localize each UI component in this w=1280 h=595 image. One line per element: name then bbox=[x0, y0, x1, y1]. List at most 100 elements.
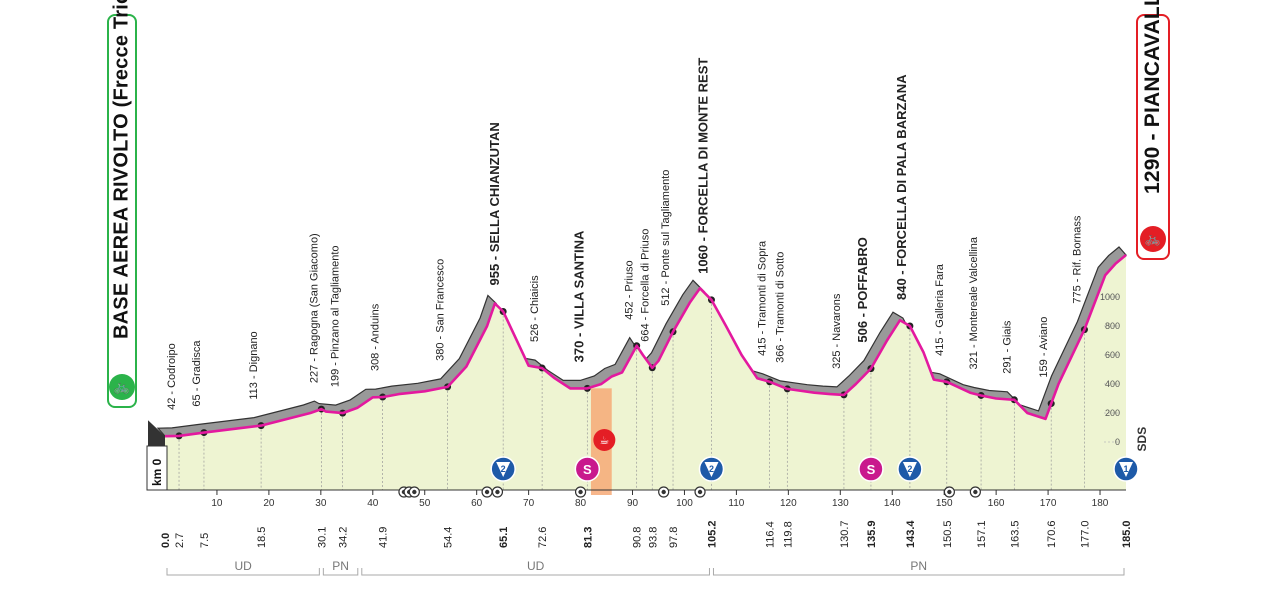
place-label: 1060 - FORCELLA DI MONTE REST bbox=[695, 58, 710, 274]
x-tick-label: 130 bbox=[832, 498, 849, 509]
start-cyclist-icon: 🚲 bbox=[109, 374, 135, 400]
region-label: UD bbox=[234, 559, 252, 573]
tunnel-icon-core bbox=[495, 489, 500, 495]
place-label: 42 - Codroipo bbox=[166, 343, 178, 410]
place-label: 506 - POFFABRO bbox=[855, 237, 870, 342]
km-label: 90.8 bbox=[632, 527, 644, 548]
region-bracket bbox=[361, 568, 710, 576]
tunnel-icon-core bbox=[661, 489, 666, 495]
sprint-badge-letter: S bbox=[583, 462, 592, 477]
x-tick-label: 120 bbox=[780, 498, 797, 509]
feed-zone-glyph: ☕ bbox=[599, 434, 609, 447]
elevation-tick-label: 800 bbox=[1105, 321, 1120, 331]
region-label: UD bbox=[526, 559, 545, 573]
km-label: 157.1 bbox=[976, 520, 988, 548]
elevation-tick-label: 400 bbox=[1105, 379, 1120, 389]
x-tick-label: 150 bbox=[936, 498, 953, 509]
km-label: 81.3 bbox=[582, 527, 594, 548]
gpm-badge-number: 1 bbox=[1123, 464, 1128, 474]
place-label: 370 - VILLA SANTINA bbox=[571, 230, 586, 362]
place-label: 775 - Rif. Bornass bbox=[1071, 215, 1083, 304]
x-tick-label: 20 bbox=[263, 498, 275, 509]
gpm-badge-number: 2 bbox=[709, 464, 714, 474]
sprint-badge-letter: S bbox=[867, 462, 876, 477]
place-label: 664 - Forcella di Priuso bbox=[639, 229, 651, 342]
km-label: 72.6 bbox=[537, 527, 549, 548]
place-label: 512 - Ponte sul Tagliamento bbox=[660, 170, 672, 306]
km-label: 34.2 bbox=[338, 527, 350, 548]
elevation-tick-label: 200 bbox=[1105, 408, 1120, 418]
elevation-tick-label: 0 bbox=[1115, 437, 1120, 447]
gpm-badge-shape bbox=[1119, 462, 1133, 477]
km-label: 65.1 bbox=[498, 527, 510, 548]
km-label: 18.5 bbox=[256, 527, 268, 548]
place-label: 227 - Ragogna (San Giacomo) bbox=[308, 233, 320, 383]
place-label: 159 - Aviano bbox=[1038, 317, 1050, 378]
km-label: 119.8 bbox=[782, 521, 794, 548]
place-label: 308 - Anduins bbox=[370, 303, 382, 371]
elevation-tick-label: 600 bbox=[1105, 350, 1120, 360]
x-tick-label: 40 bbox=[367, 498, 379, 509]
road-line bbox=[164, 253, 1127, 438]
place-label: 199 - Pinzano al Tagliamento bbox=[330, 245, 342, 387]
x-tick-label: 10 bbox=[211, 498, 223, 509]
tunnel-icon-core bbox=[484, 489, 490, 495]
place-label: 113 - Dignano bbox=[248, 331, 260, 399]
x-tick-label: 170 bbox=[1040, 498, 1057, 509]
x-tick-label: 160 bbox=[988, 498, 1005, 509]
place-label: 366 - Tramonti di Sotto bbox=[774, 252, 786, 363]
tunnel-icon-core bbox=[412, 489, 417, 495]
km-label: 163.5 bbox=[1009, 520, 1021, 548]
gpm-badge-number: 2 bbox=[501, 464, 506, 474]
x-tick-label: 180 bbox=[1092, 498, 1109, 509]
km0-box bbox=[146, 445, 168, 491]
km-label: 135.9 bbox=[866, 520, 878, 548]
region-bracket bbox=[712, 568, 1125, 576]
place-label: 65 - Gradisca bbox=[191, 340, 203, 407]
place-label: 321 - Montereale Valcellina bbox=[968, 236, 980, 369]
x-tick-label: 100 bbox=[676, 498, 693, 509]
region-label: PN bbox=[332, 559, 349, 573]
place-label: 955 - SELLA CHIANZUTAN bbox=[487, 122, 502, 285]
x-tick-label: 60 bbox=[471, 498, 483, 509]
km-label: 54.4 bbox=[443, 527, 455, 548]
gpm-badge-shape bbox=[704, 462, 719, 477]
finish-cyclist-icon: 🚲 bbox=[1140, 226, 1166, 252]
km-label: 97.8 bbox=[668, 527, 680, 548]
region-bracket bbox=[166, 568, 320, 576]
km-label: 185.0 bbox=[1121, 520, 1133, 548]
gpm-badge-shape bbox=[902, 462, 917, 477]
finish-badge: 1290 - PIANCAVALLO 🚲 bbox=[1136, 0, 1170, 260]
x-tick-label: 110 bbox=[728, 498, 744, 509]
km-label: 130.7 bbox=[839, 520, 851, 548]
km-label: 2.7 bbox=[174, 533, 186, 548]
place-label: 452 - Priuso bbox=[624, 260, 636, 319]
km-label: 30.1 bbox=[316, 527, 328, 548]
x-tick-label: 90 bbox=[627, 498, 639, 509]
x-tick-label: 70 bbox=[523, 498, 535, 509]
finish-label: 1290 - PIANCAVALLO bbox=[1141, 0, 1164, 194]
sprint-badge bbox=[574, 456, 601, 482]
elevation-tick-label: 1000 bbox=[1100, 292, 1120, 302]
km-label: 116.4 bbox=[765, 521, 777, 548]
place-label: 526 - Chiaicis bbox=[529, 275, 541, 342]
place-label: 415 - Galleria Fara bbox=[934, 263, 946, 356]
feed-zone-icon bbox=[593, 429, 616, 451]
place-label: 415 - Tramonti di Sopra bbox=[757, 240, 769, 356]
km-label: 93.8 bbox=[647, 527, 659, 548]
start-badge: BASE AEREA RIVOLTO (Frecce Tricolori) 🚲 bbox=[107, 0, 137, 408]
x-tick-label: 140 bbox=[884, 498, 901, 509]
tunnel-icon-core bbox=[697, 489, 703, 495]
sprint-badge bbox=[858, 456, 884, 482]
tunnel-icon-core bbox=[973, 489, 978, 495]
sds-label: SDS bbox=[1135, 427, 1149, 452]
region-label: PN bbox=[910, 559, 928, 573]
km-label: 0.0 bbox=[160, 533, 172, 548]
km-label: 41.9 bbox=[378, 527, 390, 548]
km-label: 150.5 bbox=[942, 520, 954, 548]
profile-front-area bbox=[165, 255, 1126, 490]
region-bracket bbox=[322, 568, 359, 576]
tunnel-icon-core bbox=[947, 489, 952, 495]
gpm-badge-shape bbox=[496, 462, 511, 477]
